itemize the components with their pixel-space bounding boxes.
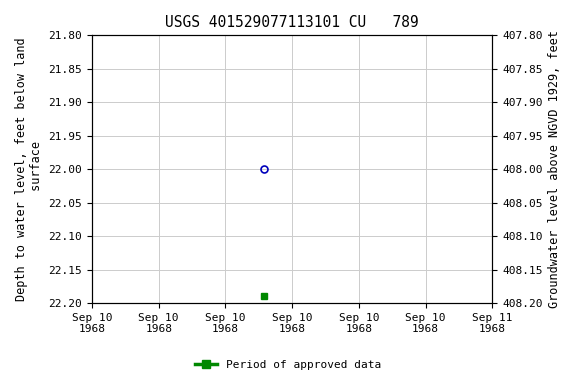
Title: USGS 401529077113101 CU   789: USGS 401529077113101 CU 789: [165, 15, 419, 30]
Legend: Period of approved data: Period of approved data: [191, 356, 385, 375]
Y-axis label: Depth to water level, feet below land
 surface: Depth to water level, feet below land su…: [15, 37, 43, 301]
Y-axis label: Groundwater level above NGVD 1929, feet: Groundwater level above NGVD 1929, feet: [548, 30, 561, 308]
